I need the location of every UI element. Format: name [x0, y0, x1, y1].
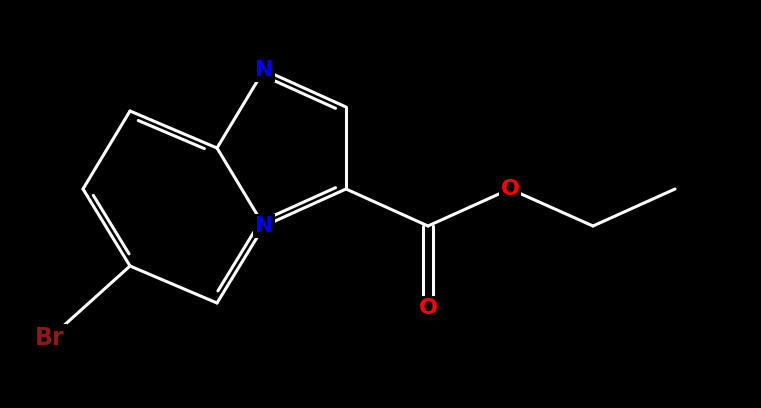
Text: O: O [419, 298, 438, 318]
Text: Br: Br [35, 326, 65, 350]
Text: N: N [255, 60, 273, 80]
Text: N: N [255, 216, 273, 236]
Text: O: O [501, 179, 520, 199]
